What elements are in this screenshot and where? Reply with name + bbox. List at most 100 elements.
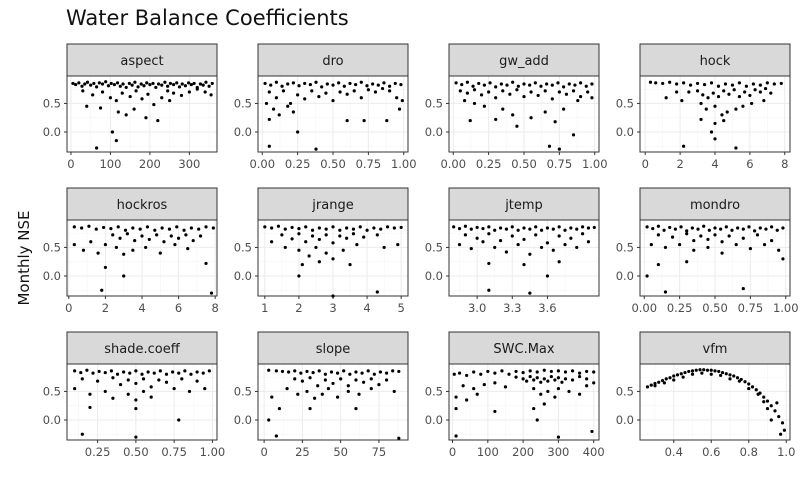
- data-point: [563, 377, 568, 381]
- x-tick-label: 0.75: [738, 301, 764, 315]
- data-point: [654, 81, 658, 85]
- x-tick-label: 0.50: [123, 445, 149, 459]
- x-tick-label: 1.00: [582, 157, 608, 171]
- data-point: [562, 85, 566, 89]
- x-tick-label: 0: [449, 445, 456, 459]
- data-point: [475, 392, 479, 396]
- data-point: [779, 432, 783, 436]
- x-tick-label: 0.50: [511, 157, 537, 171]
- data-point: [310, 89, 314, 93]
- data-point: [197, 227, 201, 231]
- data-point: [91, 93, 95, 97]
- data-point: [109, 369, 113, 373]
- data-point: [488, 81, 492, 85]
- facet-panel-hock: hock 0.0 0.5 0 2 4 6 8: [616, 43, 791, 171]
- data-point: [314, 80, 318, 84]
- data-point: [158, 251, 162, 255]
- data-point: [116, 110, 120, 114]
- data-point: [504, 227, 509, 231]
- y-tick-label: 0.5: [43, 384, 61, 398]
- data-point: [695, 81, 700, 86]
- data-point: [320, 392, 324, 396]
- data-point: [324, 227, 328, 231]
- data-point: [702, 224, 706, 228]
- data-point: [81, 248, 86, 252]
- data-point: [585, 377, 589, 381]
- y-tick-label: 0.0: [43, 125, 61, 139]
- y-tick-label: 0.0: [616, 413, 634, 427]
- data-point: [534, 225, 538, 229]
- data-point: [338, 90, 342, 94]
- data-point: [338, 234, 342, 238]
- x-tick-label: 0: [260, 445, 267, 459]
- data-point: [719, 373, 723, 378]
- data-point: [542, 377, 546, 381]
- data-point: [175, 81, 179, 85]
- data-point: [664, 377, 668, 381]
- data-point: [346, 389, 350, 394]
- data-point: [516, 84, 520, 88]
- facet-strip-label: SWC.Max: [493, 342, 554, 357]
- y-tick-label: 0.0: [234, 269, 252, 283]
- data-point: [725, 110, 729, 114]
- data-point: [187, 90, 191, 94]
- x-tick-label: 0.00: [440, 157, 466, 171]
- data-point: [399, 82, 403, 87]
- data-point: [475, 236, 479, 240]
- data-point: [494, 96, 498, 100]
- data-point: [103, 370, 107, 375]
- data-point: [522, 226, 526, 230]
- data-point: [592, 381, 596, 385]
- data-point: [528, 374, 532, 379]
- facet-panel-swc-max: SWC.Max 0.0 0.5 0 100 200 300 400: [425, 331, 605, 459]
- data-point: [375, 233, 379, 237]
- data-point: [586, 90, 590, 94]
- data-point: [396, 242, 400, 247]
- data-point: [124, 113, 128, 117]
- data-point: [160, 96, 164, 100]
- data-point: [508, 92, 512, 96]
- x-tick-label: 0.00: [249, 157, 275, 171]
- data-point: [157, 378, 161, 382]
- facet-strip-label: jtemp: [504, 198, 543, 213]
- data-point: [713, 233, 717, 237]
- data-point: [308, 82, 312, 87]
- data-point: [397, 107, 402, 111]
- y-tick-label: 0.5: [234, 240, 252, 254]
- data-point: [283, 227, 287, 231]
- data-point: [772, 82, 776, 86]
- data-point: [481, 226, 485, 231]
- data-point: [85, 104, 89, 108]
- data-point: [297, 226, 301, 231]
- data-point: [528, 291, 532, 295]
- data-point: [391, 369, 395, 373]
- data-point: [201, 83, 205, 87]
- data-point: [211, 226, 215, 230]
- data-point: [535, 418, 539, 422]
- data-point: [704, 107, 708, 111]
- data-point: [110, 130, 114, 134]
- data-point: [754, 388, 758, 392]
- data-point: [300, 262, 304, 267]
- data-point: [550, 83, 554, 87]
- data-point: [651, 226, 655, 231]
- data-point: [753, 229, 757, 233]
- x-tick-label: 8: [212, 301, 219, 315]
- data-point: [377, 382, 381, 387]
- data-point: [376, 83, 380, 87]
- data-point: [528, 252, 532, 256]
- data-point: [522, 237, 526, 242]
- data-point: [717, 369, 721, 374]
- data-point: [545, 226, 550, 230]
- facet-strip: [257, 187, 409, 221]
- data-point: [457, 226, 462, 231]
- data-point: [762, 242, 767, 247]
- data-point: [92, 81, 96, 86]
- data-point: [522, 82, 526, 86]
- x-tick-label: 0.4: [665, 445, 683, 459]
- data-point: [546, 389, 550, 394]
- data-point: [111, 396, 115, 400]
- data-point: [359, 80, 363, 84]
- data-point: [679, 225, 683, 229]
- data-point: [507, 372, 511, 376]
